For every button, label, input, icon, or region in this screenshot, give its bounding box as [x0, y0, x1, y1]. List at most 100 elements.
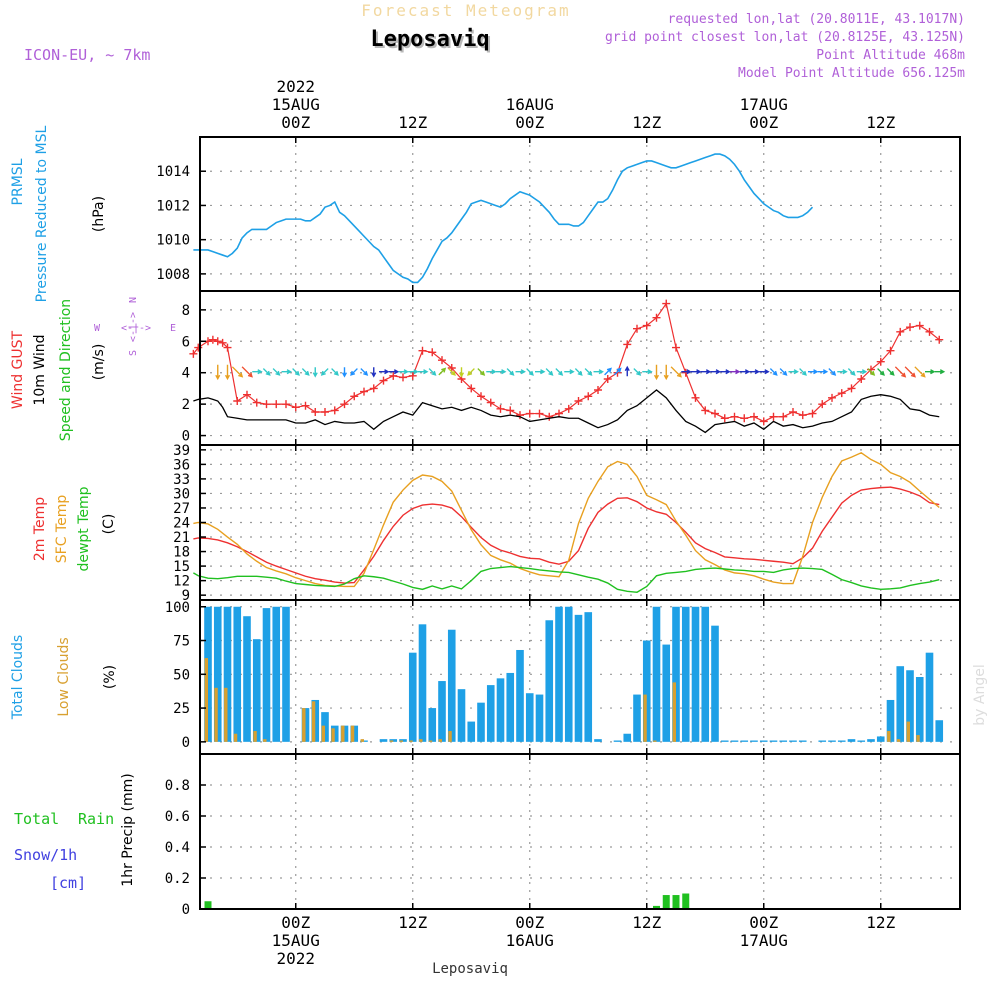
- y-tick-label: 12: [173, 574, 190, 590]
- wind-arrow-icon: [231, 366, 244, 378]
- total-cloud-bar: [711, 625, 719, 742]
- gust-marker: [243, 390, 251, 399]
- y-tick-label: 1008: [156, 267, 190, 283]
- wind-arrow-icon: [720, 369, 731, 375]
- total-cloud-bar: [545, 620, 554, 742]
- y-tick-label: 0.2: [165, 871, 190, 887]
- gust-marker: [535, 409, 544, 418]
- gust-marker: [564, 404, 573, 413]
- total-cloud-bar: [564, 606, 573, 742]
- wind-arrow-icon: [847, 368, 856, 376]
- wind-arrow-icon: [779, 368, 788, 376]
- gust-marker: [759, 417, 768, 426]
- wind-arrow-icon: [428, 368, 437, 376]
- y-tick-label: 30: [173, 486, 190, 502]
- low-cloud-bar: [887, 731, 891, 742]
- gust-marker: [189, 349, 198, 358]
- y-tick-label: 8: [182, 303, 190, 319]
- wind-arrow-icon: [681, 369, 692, 375]
- wind-arrow-icon: [515, 369, 526, 375]
- gust-marker: [720, 414, 729, 423]
- wind-arrow-icon: [555, 368, 564, 376]
- gust-marker: [740, 414, 749, 423]
- gust-marker: [915, 321, 924, 330]
- wind-arrow-icon: [653, 364, 660, 381]
- panel-frame: [199, 290, 961, 446]
- time-label: 12Z: [398, 113, 427, 132]
- wind-arrow-icon: [564, 369, 575, 375]
- panel-frame: [199, 136, 961, 292]
- location-title-shadow: Leposaviq: [372, 29, 491, 54]
- total-cloud-bar: [282, 606, 290, 742]
- gust-marker: [213, 337, 222, 346]
- low-cloud-bar: [438, 739, 442, 742]
- wind-arrow-icon: [418, 369, 429, 375]
- gust-marker: [925, 327, 934, 336]
- y-tick-label: 21: [173, 530, 190, 546]
- gust-marker: [438, 356, 446, 365]
- low-cloud-bar: [253, 731, 257, 742]
- y-tick-label: 50: [173, 667, 190, 683]
- gust-marker: [330, 406, 339, 415]
- wind-arrow-icon: [604, 367, 612, 376]
- total-cloud-bar: [613, 740, 622, 742]
- total-cloud-bar: [750, 740, 758, 742]
- y-tick-label: 1010: [156, 233, 190, 249]
- rain-bar: [662, 895, 670, 909]
- time-label: 15AUG: [272, 95, 320, 114]
- low-cloud-bar: [906, 721, 910, 742]
- gust-marker: [447, 364, 456, 372]
- total-cloud-bar: [213, 606, 222, 742]
- time-label: 2022: [276, 949, 315, 968]
- total-cloud-bar: [652, 606, 661, 742]
- wind-arrow-icon: [262, 368, 271, 376]
- svg-text:<-|->: <-|->: [121, 323, 151, 334]
- wind-arrow-icon: [320, 368, 329, 376]
- total-cloud-bar: [633, 694, 641, 742]
- gust-label: Wind GUST: [10, 330, 26, 409]
- y-tick-label: 18: [173, 545, 190, 561]
- wind-arrow-icon: [759, 369, 770, 375]
- total-cloud-bar: [467, 721, 476, 742]
- wind-arrow-icon: [574, 368, 583, 376]
- wind-arrow-icon: [914, 366, 926, 378]
- wind-arrow-icon: [624, 365, 630, 377]
- wind-arrow-icon: [925, 369, 936, 375]
- total-cloud-bar: [828, 740, 836, 742]
- low-cloud-bar: [331, 728, 335, 742]
- gust-marker: [652, 313, 661, 322]
- total-cloud-bar: [574, 614, 583, 742]
- wind-arrow-icon: [496, 369, 507, 375]
- rain-bar: [653, 905, 660, 909]
- y-tick-label: 27: [173, 501, 190, 517]
- gust-marker: [935, 335, 944, 344]
- gust-marker: [837, 389, 846, 398]
- grid-point-coords: grid point closest lon,lat (20.8125E, 43…: [605, 30, 965, 45]
- wind-arrow-icon: [817, 369, 829, 375]
- gust-marker: [233, 397, 242, 405]
- total-cloud-bar: [925, 652, 934, 742]
- clouds-unit: (%): [102, 665, 118, 689]
- gust-marker: [360, 387, 368, 396]
- time-label: 00Z: [749, 913, 778, 932]
- wind-arrow-icon: [788, 369, 799, 375]
- y-tick-label: 1014: [156, 164, 190, 180]
- panel-frame: [199, 753, 961, 910]
- gust-marker: [340, 400, 349, 409]
- gust-marker: [408, 371, 417, 380]
- gust-marker: [730, 412, 739, 421]
- gust-marker: [379, 376, 388, 385]
- total-cloud-bar: [779, 740, 788, 742]
- gust-marker: [828, 393, 836, 402]
- total-cloud-bar: [720, 740, 729, 742]
- low-cloud-bar: [214, 687, 218, 742]
- wind-arrow-icon: [526, 368, 534, 376]
- gust-marker: [779, 412, 788, 421]
- time-label: 2022: [276, 77, 315, 96]
- low-cloud-bar: [341, 725, 345, 742]
- wind-arrow-icon: [877, 368, 885, 376]
- wind-arrow-icon: [808, 369, 819, 375]
- gust-marker: [282, 400, 290, 409]
- wind-arrow-icon: [670, 366, 682, 378]
- time-label: 15AUG: [272, 931, 320, 950]
